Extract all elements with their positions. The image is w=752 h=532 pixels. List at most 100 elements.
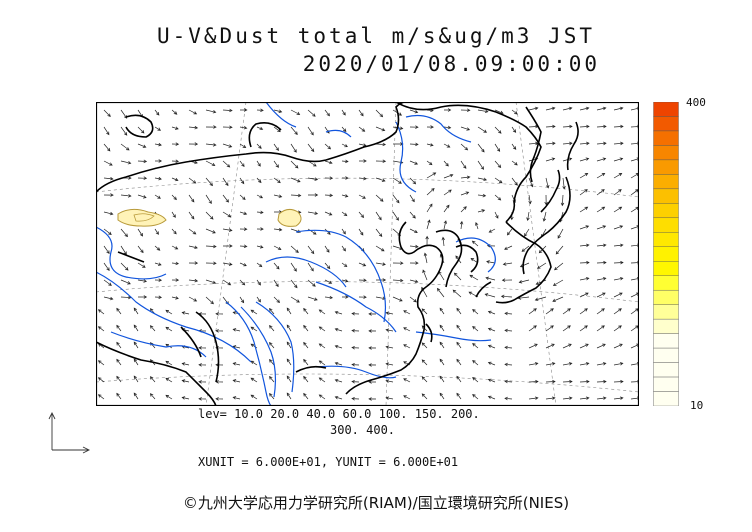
- wind-arrow: [487, 344, 496, 349]
- wind-arrow: [596, 141, 607, 146]
- wind-arrow: [334, 310, 343, 315]
- wind-arrow: [536, 262, 547, 269]
- wind-arrow: [324, 262, 331, 270]
- wind-arrow: [425, 235, 429, 247]
- wind-arrow: [579, 225, 590, 230]
- wind-arrow: [171, 109, 178, 115]
- wind-arrow: [579, 206, 589, 213]
- wind-arrow: [222, 143, 233, 148]
- wind-arrow: [359, 159, 367, 163]
- wind-arrow: [545, 325, 554, 332]
- wind-arrow: [171, 296, 179, 300]
- wind-arrow: [133, 307, 139, 315]
- wind-arrow: [528, 141, 539, 146]
- wind-arrow: [630, 260, 639, 265]
- wind-arrow: [215, 397, 224, 401]
- wind-arrow: [269, 359, 275, 366]
- wind-arrow: [232, 396, 241, 400]
- wind-arrow: [154, 295, 163, 300]
- wind-arrow: [613, 396, 624, 400]
- wind-arrow: [472, 360, 479, 366]
- wind-arrow: [557, 228, 564, 239]
- wind-arrow: [439, 341, 445, 349]
- wind-arrow: [341, 211, 348, 217]
- wind-arrow: [443, 220, 448, 230]
- wind-arrow: [528, 325, 537, 332]
- wind-arrow: [579, 141, 590, 146]
- wind-arrow: [341, 279, 349, 283]
- reference-vector-u-head: [82, 446, 91, 454]
- wind-arrow: [613, 343, 623, 349]
- wind-arrow: [307, 262, 314, 272]
- wind-arrow: [133, 358, 139, 366]
- wind-arrow: [534, 296, 547, 302]
- wind-arrow: [149, 393, 156, 400]
- wind-arrow: [504, 396, 513, 401]
- reference-vector-v-head: [48, 411, 56, 420]
- wind-arrow: [375, 142, 387, 147]
- wind-arrow: [120, 262, 129, 271]
- wind-arrow: [443, 125, 452, 130]
- wind-arrow: [596, 292, 606, 298]
- wind-arrow: [205, 194, 212, 205]
- wind-arrow: [205, 177, 213, 187]
- wind-arrow: [318, 309, 326, 315]
- wind-arrow: [562, 362, 573, 366]
- wind-arrow: [250, 326, 258, 332]
- wind-arrow: [630, 308, 639, 315]
- wind-arrow: [545, 308, 554, 315]
- wind-arrow: [97, 377, 105, 383]
- wind-arrow: [358, 262, 367, 267]
- wind-arrow: [351, 345, 360, 350]
- wind-arrow: [403, 310, 411, 315]
- wind-arrow: [358, 176, 367, 181]
- wind-arrow: [133, 392, 139, 400]
- wind-arrow: [443, 189, 452, 196]
- wind-arrow: [630, 243, 639, 247]
- scale-swatch: [653, 102, 679, 117]
- wind-arrow: [484, 293, 496, 298]
- wind-arrow: [188, 125, 199, 130]
- wind-arrow: [439, 358, 445, 366]
- wind-arrow: [256, 160, 261, 167]
- wind-arrow: [613, 379, 624, 384]
- wind-arrow: [456, 375, 462, 383]
- wind-arrow: [215, 329, 224, 333]
- wind-arrow: [528, 362, 539, 366]
- wind-arrow: [133, 324, 139, 332]
- wind-arrow: [205, 279, 217, 285]
- wind-arrow: [358, 194, 366, 199]
- wind-arrow: [273, 245, 282, 251]
- wind-arrow: [358, 228, 364, 236]
- wind-arrow: [269, 376, 275, 383]
- wind-arrow: [409, 211, 416, 219]
- wind-arrow: [494, 143, 501, 152]
- wind-arrow: [477, 177, 488, 182]
- wind-arrow: [375, 194, 384, 202]
- wind-arrow: [375, 126, 386, 132]
- wind-arrow: [341, 126, 347, 133]
- wind-arrow: [250, 309, 258, 315]
- wind-arrow: [472, 343, 479, 349]
- wind-arrow: [504, 362, 513, 367]
- wind-arrow: [334, 361, 343, 366]
- scale-swatch: [653, 159, 679, 175]
- wind-arrow: [511, 177, 518, 186]
- rivers-and-lakes: [96, 102, 496, 406]
- wind-arrow: [524, 228, 530, 237]
- wind-arrow: [494, 160, 502, 169]
- wind-arrow: [409, 125, 419, 129]
- wind-arrow: [341, 194, 349, 198]
- wind-arrow: [154, 245, 161, 251]
- wind-arrow: [630, 106, 639, 111]
- wind-arrow: [469, 274, 479, 281]
- wind-arrow: [494, 126, 502, 134]
- wind-arrow: [273, 109, 283, 113]
- dust-color-scale: [653, 102, 679, 406]
- wind-arrow: [250, 394, 258, 400]
- reference-vector-axes: [48, 411, 91, 454]
- wind-arrow: [528, 106, 539, 111]
- dust-contour-gobi: [277, 208, 302, 227]
- wind-arrow: [324, 211, 333, 216]
- wind-arrow: [303, 324, 309, 332]
